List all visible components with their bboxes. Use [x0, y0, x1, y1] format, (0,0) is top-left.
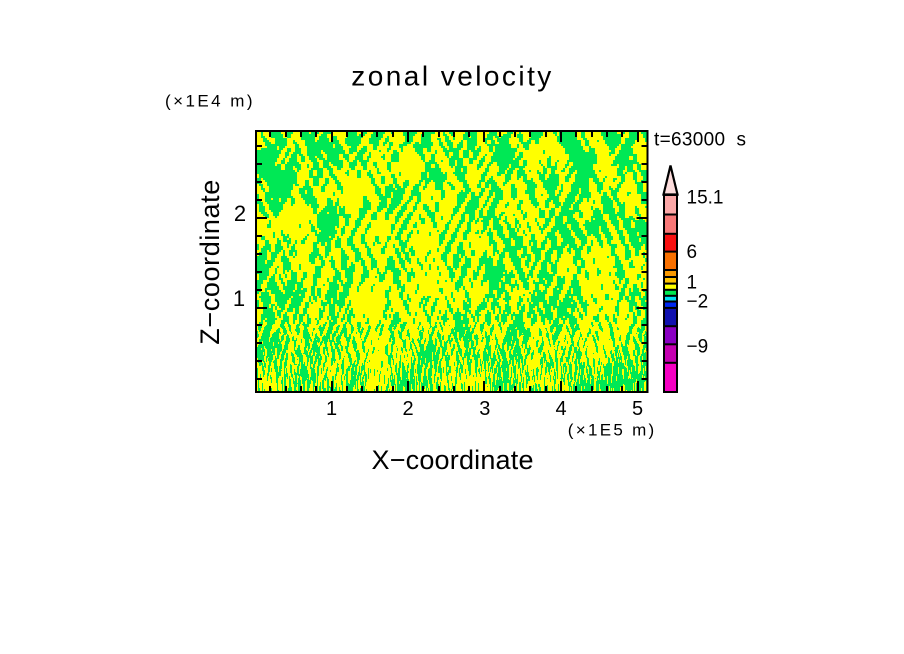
svg-text:1: 1 — [233, 286, 245, 311]
svg-text:−2: −2 — [687, 292, 709, 313]
svg-text:t=63000 s: t=63000 s — [654, 130, 746, 151]
svg-text:Z−coordinate: Z−coordinate — [195, 180, 225, 345]
svg-text:15.1: 15.1 — [687, 188, 724, 209]
svg-text:2: 2 — [402, 398, 413, 420]
svg-text:5: 5 — [632, 398, 643, 420]
svg-text:(×1E5 m): (×1E5 m) — [568, 421, 654, 440]
svg-text:3: 3 — [479, 398, 490, 420]
svg-text:−9: −9 — [687, 337, 709, 358]
svg-text:1: 1 — [326, 398, 337, 420]
svg-text:zonal velocity: zonal velocity — [351, 61, 551, 92]
svg-text:6: 6 — [687, 242, 698, 263]
svg-text:X−coordinate: X−coordinate — [372, 445, 534, 475]
svg-text:1: 1 — [687, 273, 698, 294]
svg-text:4: 4 — [555, 398, 566, 420]
svg-text:2: 2 — [234, 201, 246, 226]
